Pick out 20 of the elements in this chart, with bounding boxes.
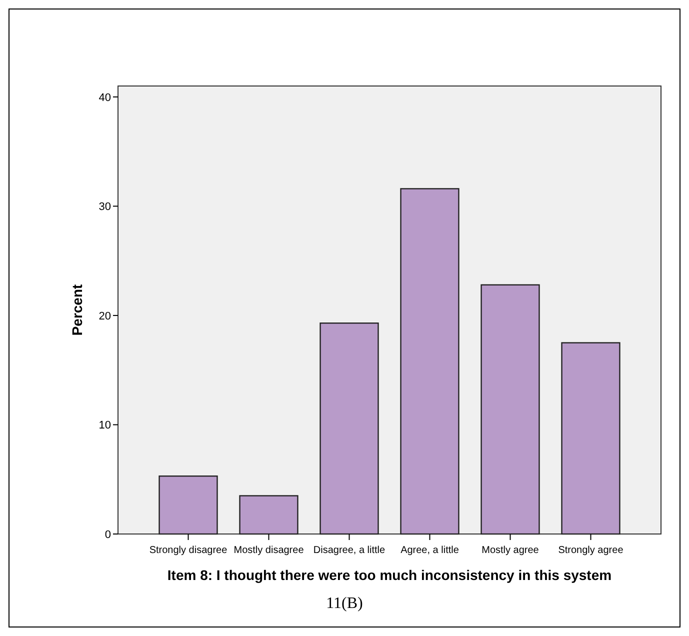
text: 11(B) [326, 595, 363, 612]
y-tick-label: 0 [104, 528, 111, 541]
y-tick-label: 10 [98, 420, 111, 432]
x-axis-title: Item 8: I thought there were too much inconsistency in this system [167, 567, 612, 583]
x-tick-label: Agree, a little [400, 545, 460, 556]
x-tick-label: Mostly disagree [234, 545, 304, 556]
x-tick-label: Disagree, a little [313, 545, 386, 556]
bar [158, 475, 218, 535]
y-tick-label: 20 [98, 310, 111, 322]
bar [561, 342, 620, 535]
x-tick-label: Strongly disagree [149, 545, 228, 556]
y-tick-label: 30 [98, 201, 111, 214]
y-tick-label: 40 [98, 92, 111, 104]
bar [239, 495, 298, 535]
bar [480, 284, 540, 535]
bar [400, 188, 460, 535]
bar [320, 322, 379, 535]
x-tick-label: Mostly agree [482, 545, 540, 556]
y-axis-title: Percent [69, 284, 85, 336]
x-tick-label: Strongly agree [558, 545, 624, 556]
